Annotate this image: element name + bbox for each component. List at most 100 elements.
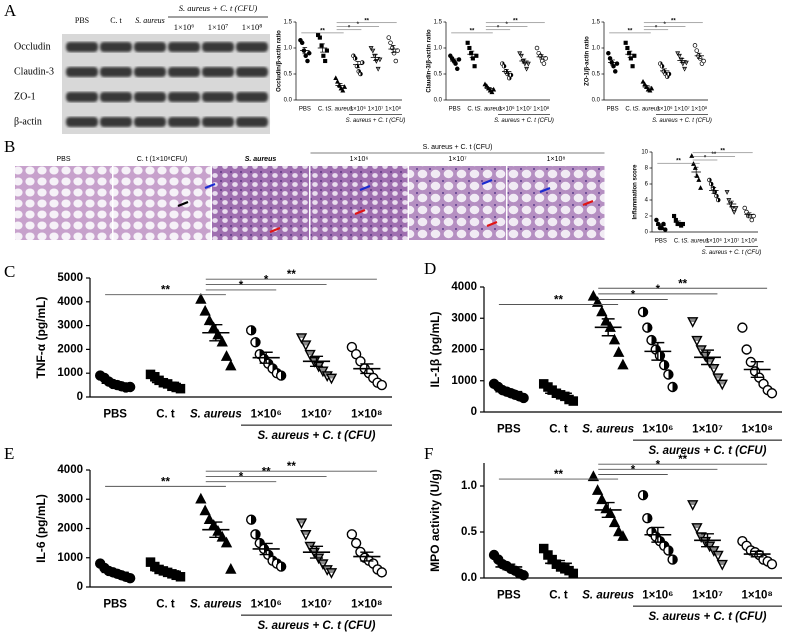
data-point — [642, 513, 653, 524]
histology-image — [15, 166, 112, 240]
data-point — [203, 513, 216, 525]
data-point — [352, 56, 358, 61]
significance-label: ** — [320, 28, 325, 34]
error-bar — [355, 61, 361, 69]
y-tick-label: 1.0 — [284, 46, 293, 52]
x-tick-label: 1×10⁷ — [724, 238, 740, 245]
data-point — [220, 350, 233, 361]
data-point — [124, 573, 136, 584]
error-bar — [108, 381, 122, 386]
y-tick-label: 2000 — [57, 343, 83, 355]
data-point — [724, 190, 730, 195]
x-tick-label: PBS — [655, 239, 667, 245]
significance-label: ** — [364, 18, 369, 24]
data-point — [694, 48, 699, 53]
y-tick-label: 3000 — [57, 493, 83, 505]
data-point — [680, 221, 685, 227]
data-point — [386, 35, 392, 40]
y-tick-label: 0.0 — [434, 98, 443, 104]
y-tick-label: 1.5 — [284, 20, 293, 26]
significance-label: * — [357, 22, 360, 28]
panel-letters: A B C D E F — [4, 1, 436, 463]
data-point — [568, 396, 579, 406]
data-point — [663, 369, 674, 380]
significance-label: ** — [287, 269, 296, 281]
data-point — [393, 58, 399, 64]
blot-band — [66, 42, 98, 52]
significance-label: ** — [678, 454, 687, 466]
error-bar — [610, 59, 615, 66]
blot-band — [100, 117, 132, 127]
data-point — [692, 165, 698, 170]
data-point — [484, 83, 490, 88]
y-tick-label: 0 — [645, 230, 649, 236]
blot-band — [236, 117, 268, 127]
blot-band — [168, 42, 200, 52]
error-bar — [679, 58, 685, 63]
data-point — [733, 206, 739, 211]
histology-image — [409, 166, 506, 240]
x-tick-label: PBS — [103, 598, 127, 610]
data-point — [707, 177, 712, 183]
arrow — [539, 186, 551, 194]
x-tick-label: C. t — [625, 107, 635, 113]
error-bar — [693, 166, 699, 178]
significance-label: * — [239, 472, 244, 484]
data-point — [534, 45, 540, 51]
lane-label: PBS — [75, 16, 89, 25]
error-bar — [676, 220, 681, 225]
blot-band — [168, 117, 200, 127]
error-bar — [750, 360, 764, 379]
lane-label: 1×10⁶ — [174, 22, 195, 32]
blot-band — [202, 42, 234, 52]
histology: PBS C. t (1×10⁸CFU) S. aureus 1×10⁶ 1×10⁷ 1×1… — [15, 144, 605, 240]
data-point — [766, 559, 778, 570]
data-point — [491, 86, 497, 92]
error-bar — [469, 50, 475, 58]
data-point — [333, 75, 339, 81]
y-tick-label: 1.5 — [592, 20, 601, 26]
data-point — [731, 210, 737, 215]
data-point — [587, 289, 600, 301]
error-bar — [108, 570, 122, 575]
protein-label: β-actin — [14, 116, 42, 127]
data-point — [321, 53, 326, 58]
data-point — [518, 570, 529, 581]
data-point — [749, 217, 755, 223]
error-bar — [259, 542, 273, 556]
error-bar — [259, 351, 273, 364]
data-point — [716, 559, 728, 571]
y-tick-label: 2000 — [57, 523, 83, 535]
histology-label: 1×10⁶ — [350, 156, 369, 163]
y-tick-label: 6 — [645, 182, 649, 188]
x-tick-label: 1×10⁷ — [674, 106, 690, 113]
data-point — [663, 545, 674, 556]
significance-label: ** — [628, 28, 633, 34]
data-point — [124, 381, 136, 393]
data-point — [501, 63, 507, 69]
data-point — [608, 516, 621, 528]
arrow — [359, 184, 371, 192]
panel-letter: F — [424, 444, 433, 463]
y-tick-label: 2000 — [451, 344, 477, 356]
data-point — [687, 500, 699, 511]
data-point — [470, 56, 475, 61]
y-tick-label: 0.5 — [284, 72, 293, 78]
protein-label: Claudin-3 — [14, 66, 54, 77]
error-bar — [373, 53, 378, 61]
data-point — [376, 567, 388, 578]
data-point — [742, 205, 747, 211]
data-point — [708, 363, 720, 375]
data-point — [455, 66, 460, 72]
data-point — [637, 490, 649, 501]
x-tick-label: 1×10⁷ — [692, 589, 723, 601]
blot-band — [100, 67, 132, 77]
group-label: S. aureus + C. t (CFU) — [179, 3, 258, 13]
error-bar — [302, 47, 308, 55]
data-point — [687, 317, 699, 328]
x-tick-label: 1×10⁶ — [657, 106, 674, 113]
data-point — [658, 359, 670, 371]
significance-label: * — [655, 25, 658, 31]
data-point — [676, 53, 682, 59]
error-bar — [452, 58, 457, 64]
